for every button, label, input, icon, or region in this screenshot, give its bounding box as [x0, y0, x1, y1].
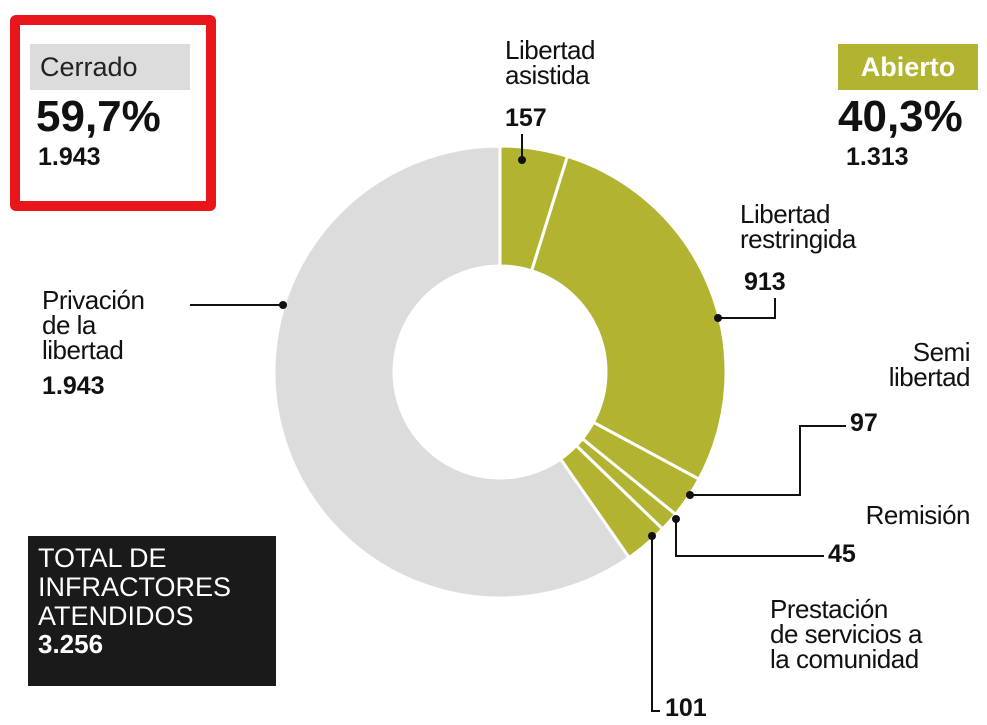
- leader-line: [720, 298, 776, 319]
- leader-dot: [672, 515, 680, 523]
- group-percent: 40,3%: [838, 92, 963, 141]
- leader-dot: [518, 156, 526, 164]
- leader-line: [651, 536, 660, 712]
- segment-label: Privación de la libertad: [42, 285, 145, 365]
- donut-segment: [272, 144, 632, 600]
- segment-value: 157: [505, 104, 547, 132]
- total-box: TOTAL DE INFRACTORES ATENDIDOS 3.256: [28, 536, 276, 686]
- group-name: Abierto: [838, 44, 978, 90]
- segment-value: 101: [665, 694, 707, 722]
- leader-dot: [279, 301, 287, 309]
- segment-value: 1.943: [42, 372, 105, 400]
- segment-label: Libertad asistida: [505, 35, 595, 90]
- total-value: 3.256: [38, 629, 104, 659]
- leader-dot: [648, 532, 656, 540]
- segment-label: Prestación de servicios a la comunidad: [770, 594, 922, 674]
- segment-label: Libertad restringida: [740, 199, 856, 254]
- segment-value: 913: [744, 268, 786, 296]
- group-name: Cerrado: [30, 44, 190, 90]
- total-label: TOTAL DE INFRACTORES ATENDIDOS: [38, 543, 232, 631]
- segment-label: Semi libertad: [888, 337, 971, 392]
- leader-line: [675, 519, 824, 557]
- group-count: 1.943: [38, 143, 101, 171]
- donut-segment: [529, 154, 728, 482]
- segment-label: Remisión: [865, 500, 971, 530]
- leader-dot: [686, 491, 694, 499]
- leader-line: [692, 425, 846, 496]
- group-percent: 59,7%: [36, 92, 161, 141]
- segment-value: 97: [850, 409, 878, 437]
- leader-dot: [714, 314, 722, 322]
- highlight-frame: [10, 15, 216, 211]
- group-count: 1.313: [846, 143, 909, 171]
- segment-value: 45: [828, 540, 856, 568]
